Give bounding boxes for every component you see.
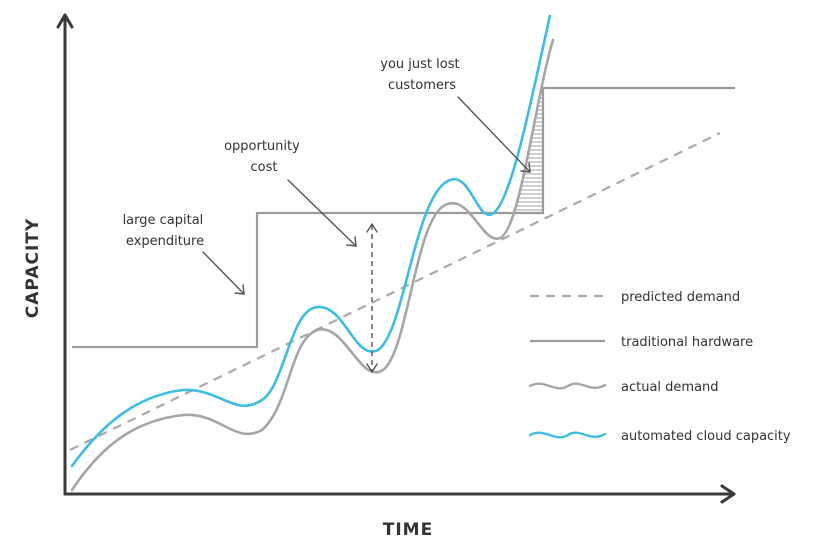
legend-swatch-actual [528, 382, 607, 390]
lost-customers-arrowhead [520, 162, 531, 173]
cloud-capacity-line [70, 14, 552, 468]
capital-line-1: large capital [123, 213, 204, 228]
opportunity-annotation: opportunity cost [224, 139, 304, 175]
opportunity-line-2: cost [251, 160, 278, 175]
axes [56, 13, 736, 504]
predicted-demand-line [69, 132, 721, 451]
traditional-hardware-line [72, 86, 735, 349]
legend-label-cloud: automated cloud capacity [621, 429, 791, 444]
lost-line-2: customers [388, 78, 456, 93]
opportunity-cost-marker [366, 223, 378, 373]
legend-label-predicted: predicted demand [621, 290, 740, 305]
legend: predicted demand traditional hardware ac… [528, 290, 791, 444]
capital-arrowhead [234, 284, 245, 295]
legend-label-traditional: traditional hardware [621, 335, 753, 350]
opportunity-arrow [287, 179, 357, 247]
y-axis-title: CAPACITY [23, 218, 43, 318]
legend-label-actual: actual demand [621, 380, 719, 395]
lost-customers-arrow [457, 96, 531, 173]
legend-swatch-cloud [528, 431, 607, 439]
x-axis-title: TIME [383, 520, 433, 540]
opportunity-line-1: opportunity [224, 139, 300, 154]
y-axis-arrowhead [56, 13, 74, 29]
capital-annotation: large capital expenditure [123, 213, 208, 249]
x-axis-arrowhead [720, 484, 736, 504]
lost-line-1: you just lost [380, 57, 459, 72]
actual-demand-line [70, 38, 555, 492]
capital-line-2: expenditure [126, 234, 204, 249]
lost-customers-annotation: you just lost customers [380, 57, 463, 93]
capital-arrow [202, 251, 245, 295]
opportunity-arrowhead [346, 236, 357, 247]
